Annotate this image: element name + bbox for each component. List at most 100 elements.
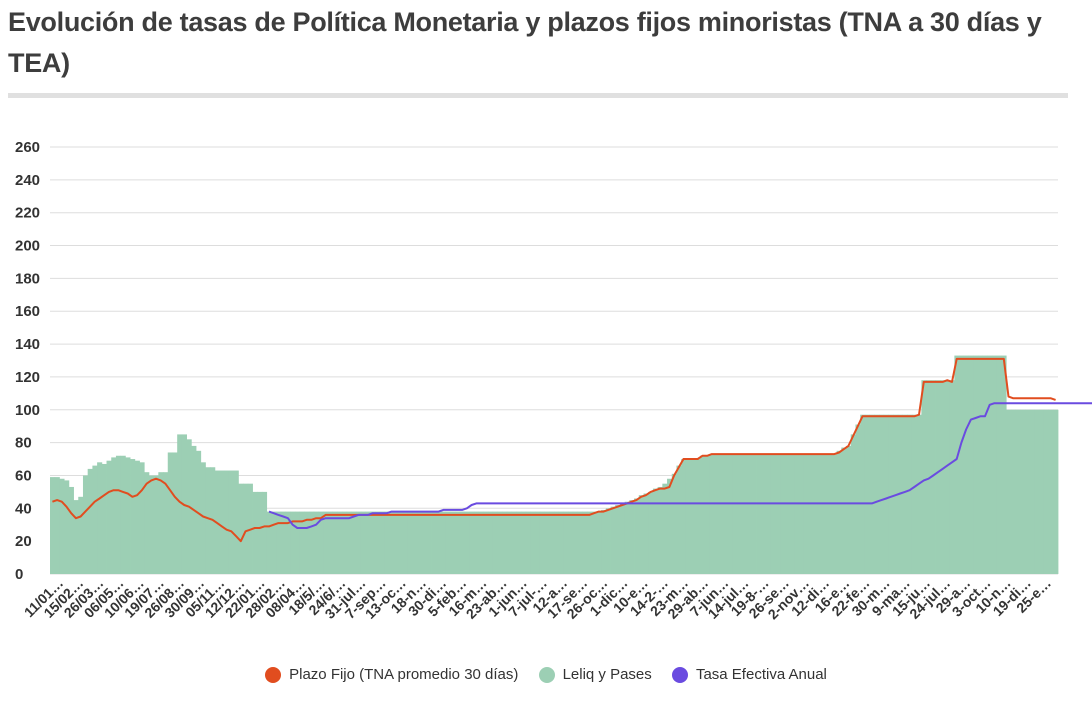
rates-chart: 0 20 40 60 80 100 120 140 160 180 200 220 240 260 11/… [15, 139, 1092, 622]
leliq-bar [219, 470, 225, 574]
leliq-bar [285, 511, 291, 574]
leliq-bar [742, 454, 748, 574]
leliq-bar [549, 511, 555, 574]
leliq-bar [586, 511, 593, 574]
leliq-bar [737, 454, 743, 574]
leliq-bar [747, 454, 753, 574]
leliq-bar [1010, 409, 1017, 574]
leliq-bar [813, 454, 819, 574]
leliq-bar [78, 496, 84, 574]
leliq-bar [902, 414, 908, 574]
leliq-bar [568, 511, 574, 574]
leliq-bar [431, 511, 437, 574]
leliq-bar [266, 511, 272, 574]
leliq-bar [879, 414, 885, 574]
leliq-bar [695, 459, 701, 574]
leliq-bar [690, 459, 696, 574]
legend: Plazo Fijo (TNA promedio 30 días) Leliq … [0, 666, 1092, 687]
leliq-bar [233, 470, 239, 574]
y-tick-label: 140 [15, 336, 40, 353]
series-lines [52, 357, 1092, 543]
leliq-bar [916, 414, 922, 574]
leliq-bar [101, 463, 107, 574]
leliq-bar [822, 454, 828, 574]
y-tick-label: 60 [15, 467, 32, 484]
leliq-bar [846, 445, 852, 574]
leliq-bar [714, 454, 720, 574]
leliq-bar [992, 355, 998, 574]
leliq-bar [455, 511, 461, 574]
leliq-bar [459, 511, 465, 574]
leliq-bar [163, 472, 169, 574]
leliq-bar [1025, 409, 1031, 574]
y-tick-label: 240 [15, 172, 40, 189]
leliq-bar [436, 511, 442, 574]
legend-label-leliq: Leliq y Pases [562, 666, 652, 683]
leliq-bar [521, 511, 527, 574]
leliq-bar [959, 355, 965, 574]
leliq-bar [506, 511, 513, 574]
y-tick-label: 80 [15, 435, 32, 452]
leliq-bar [563, 511, 569, 574]
leliq-bar [789, 454, 795, 574]
legend-swatch-tea [671, 666, 688, 683]
leliq-bar [977, 355, 984, 574]
leliq-bar [968, 355, 974, 574]
leliq-bar [883, 414, 889, 574]
y-tick-label: 20 [15, 533, 32, 550]
leliq-bar [930, 380, 936, 574]
leliq-bar [492, 511, 498, 574]
leliq-bar [134, 460, 140, 574]
leliq-bar [869, 414, 875, 574]
leliq-bar [412, 511, 418, 574]
leliq-bar [808, 454, 814, 574]
legend-item-plazo-fijo[interactable]: Plazo Fijo (TNA promedio 30 días) [265, 666, 518, 683]
leliq-bar [511, 511, 517, 574]
leliq-bar [224, 470, 230, 574]
leliq-bar [610, 506, 616, 574]
legend-label-tea: Tasa Efectiva Anual [695, 666, 827, 683]
leliq-bar [544, 511, 550, 574]
y-tick-label: 220 [15, 205, 40, 222]
leliq-bar [280, 511, 286, 574]
leliq-bar [996, 355, 1002, 574]
title-divider [8, 93, 1068, 98]
leliq-bar [172, 452, 178, 574]
leliq-bar [525, 511, 531, 574]
leliq-bar [360, 511, 366, 574]
leliq-bar [634, 498, 640, 574]
leliq-bar [1053, 409, 1059, 574]
leliq-bar [440, 511, 447, 574]
leliq-bar [473, 511, 480, 574]
leliq-bar [483, 511, 489, 574]
chart-title: Evolución de tasas de Política Monetaria… [8, 7, 1042, 78]
leliq-bar [667, 478, 673, 574]
legend-swatch-plazo-fijo [265, 666, 282, 683]
leliq-bar [158, 472, 164, 574]
leliq-bar [662, 483, 668, 574]
leliq-bar [827, 454, 833, 574]
leliq-bar [1006, 409, 1012, 574]
y-tick-label: 180 [15, 270, 40, 287]
leliq-bar [450, 511, 456, 574]
leliq-bar [375, 511, 381, 574]
leliq-bar [619, 503, 626, 574]
legend-item-tea[interactable]: Tasa Efectiva Anual [671, 666, 827, 683]
leliq-bar [304, 511, 310, 574]
leliq-bar [167, 452, 173, 574]
leliq-bar [120, 455, 126, 574]
leliq-bar [50, 477, 56, 574]
leliq-bar [370, 511, 376, 574]
leliq-bar [469, 511, 475, 574]
leliq-bar [271, 511, 277, 574]
leliq-bar [732, 454, 739, 574]
tea-line [268, 402, 1092, 529]
leliq-bar [577, 511, 583, 574]
leliq-bar [445, 511, 451, 574]
legend-item-leliq[interactable]: Leliq y Pases [538, 666, 652, 683]
leliq-bar [59, 478, 65, 574]
leliq-bar [535, 511, 541, 574]
leliq-bar [1015, 409, 1021, 574]
leliq-bar [944, 380, 951, 574]
leliq-bar [554, 511, 560, 574]
